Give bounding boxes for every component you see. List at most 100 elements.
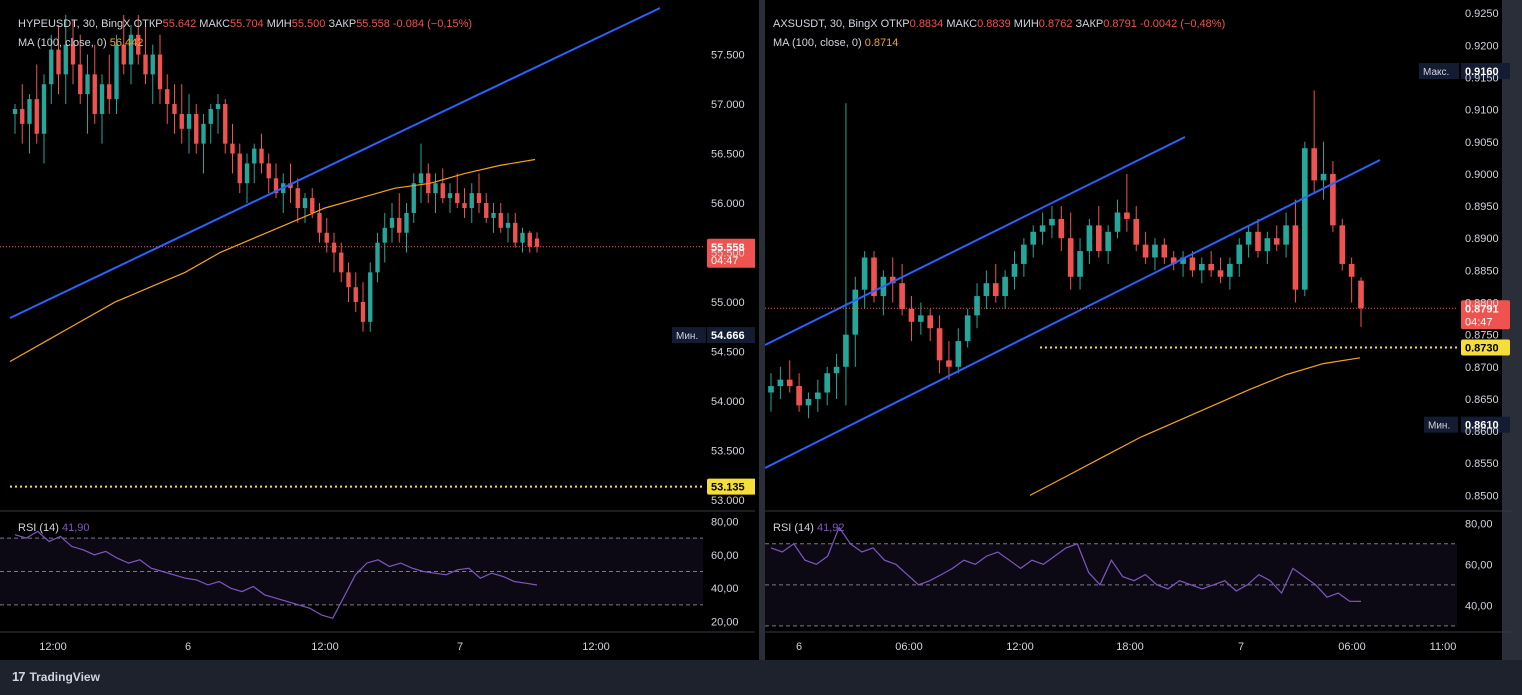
candle-body: [360, 302, 366, 322]
candle-body: [194, 113, 199, 144]
candle-body: [288, 183, 293, 189]
candle-body: [1283, 225, 1289, 245]
candle-body: [121, 44, 126, 65]
candle-body: [1255, 231, 1261, 252]
right-price-tick: 0.9050: [1465, 137, 1499, 149]
right-price-tick: 0.8950: [1465, 201, 1499, 213]
candle-body: [1105, 231, 1111, 252]
candle-body: [389, 217, 395, 228]
left-rsi-line: [14, 530, 538, 620]
candle-body: [92, 74, 97, 114]
header-segment: ЗАКР: [328, 18, 356, 30]
candle-body: [983, 283, 990, 297]
header-segment: МИН: [1014, 18, 1039, 30]
candle-body: [339, 252, 344, 273]
candle-body: [1086, 225, 1093, 252]
right-price-tick: 0.8550: [1465, 458, 1499, 470]
right-max-value: 0.9160: [1465, 66, 1499, 78]
header-segment: 0.8834: [910, 18, 947, 30]
right-last-price-badge-text: 0.8791: [1465, 303, 1499, 315]
header-segment: 0.8839: [977, 18, 1014, 30]
right-channel-line: [764, 159, 1381, 469]
left-min-label-bg: [672, 327, 706, 344]
candle-body: [1021, 244, 1027, 264]
right-rsi-line: [770, 526, 1362, 603]
candle-body: [908, 308, 915, 322]
candle-body: [273, 178, 279, 194]
right-rsi-tick: 40,00: [1465, 600, 1493, 612]
right-time-tick: 7: [1238, 641, 1244, 653]
candle-body: [27, 99, 32, 124]
header-segment: 55.500: [292, 18, 329, 30]
candle-body: [476, 193, 482, 204]
left-price-tick: 57.000: [711, 99, 745, 111]
header-segment: ОТКР: [134, 18, 163, 30]
right-time-tick: 11:00: [1430, 641, 1457, 653]
candle-body: [259, 148, 264, 164]
right-price-tick: 0.8700: [1465, 362, 1499, 374]
left-level-badge-text: 53.135: [711, 482, 745, 494]
left-ma-line: [9, 158, 536, 363]
header-segment: 55.704: [230, 18, 267, 30]
candle-body: [150, 54, 155, 75]
panel-gap: [759, 0, 765, 660]
candle-body: [1002, 276, 1008, 297]
left-price-tick: 55.500: [711, 248, 745, 260]
right-candles: [768, 90, 1364, 419]
candle-body: [375, 242, 380, 273]
candle-body: [1011, 263, 1018, 277]
candle-body: [1311, 148, 1317, 181]
right-min-label-bg: [1424, 416, 1458, 433]
candle-body: [1320, 173, 1327, 181]
candle-body: [136, 34, 141, 55]
candle-body: [1161, 244, 1168, 258]
header-segment: 0.8762: [1039, 18, 1076, 30]
candle-body: [918, 315, 924, 322]
left-rsi-tick: 80,00: [711, 516, 739, 528]
header-segment: HYPEUSDT, 30, BingX: [18, 18, 134, 30]
candle-body: [418, 173, 424, 184]
candle-body: [824, 373, 830, 393]
candle-body: [440, 183, 445, 199]
header-segment: ОТКР: [881, 18, 910, 30]
candle-body: [861, 257, 868, 290]
left-price-tick: 54.500: [711, 347, 745, 359]
right-last-price-badge-bg: [1461, 300, 1510, 330]
candle-body: [1124, 212, 1130, 219]
left-rsi-tick: 40,00: [711, 583, 739, 595]
candle-body: [1330, 173, 1336, 226]
charts-canvas[interactable]: HYPEUSDT, 30, BingX ОТКР55.642 МАКС55.70…: [0, 0, 1522, 660]
right-price-tick: 0.9150: [1465, 73, 1499, 85]
left-min-label: Мин.: [676, 331, 698, 342]
right-time-tick: 06:00: [895, 641, 923, 653]
candle-body: [1236, 244, 1243, 264]
left-min-value-bg: [707, 327, 756, 344]
candle-body: [1114, 212, 1121, 232]
candle-body: [324, 232, 329, 243]
header-segment: -0.084 (−0,15%): [393, 18, 472, 30]
left-header-ohlc: HYPEUSDT, 30, BingX ОТКР55.642 МАКС55.70…: [18, 18, 472, 30]
candle-body: [128, 34, 134, 65]
left-price-tick: 57.500: [711, 50, 745, 62]
left-chart-panel: HYPEUSDT, 30, BingX ОТКР55.642 МАКС55.70…: [0, 0, 758, 660]
left-candles: [12, 14, 540, 332]
ma-value: 0.8714: [865, 37, 899, 49]
candle-body: [964, 315, 971, 342]
right-header-ma: MA (100, close, 0) 0.8714: [773, 37, 898, 49]
candle-body: [768, 386, 774, 393]
left-price-tick: 56.000: [711, 198, 745, 210]
right-panel-bg: [755, 0, 1502, 660]
candle-body: [266, 163, 271, 179]
candle-body: [833, 366, 840, 374]
right-price-tick: 0.9200: [1465, 40, 1499, 52]
header-segment: МАКС: [199, 18, 230, 30]
tradingview-logo[interactable]: 17 TradingView: [12, 669, 100, 684]
candle-body: [201, 123, 206, 144]
right-max-value-bg: [1461, 63, 1510, 80]
candle-body: [1049, 218, 1055, 226]
candle-body: [208, 109, 213, 124]
header-segment: 55.642: [163, 18, 200, 30]
candle-body: [1077, 251, 1083, 277]
right-price-tick: 0.8850: [1465, 265, 1499, 277]
